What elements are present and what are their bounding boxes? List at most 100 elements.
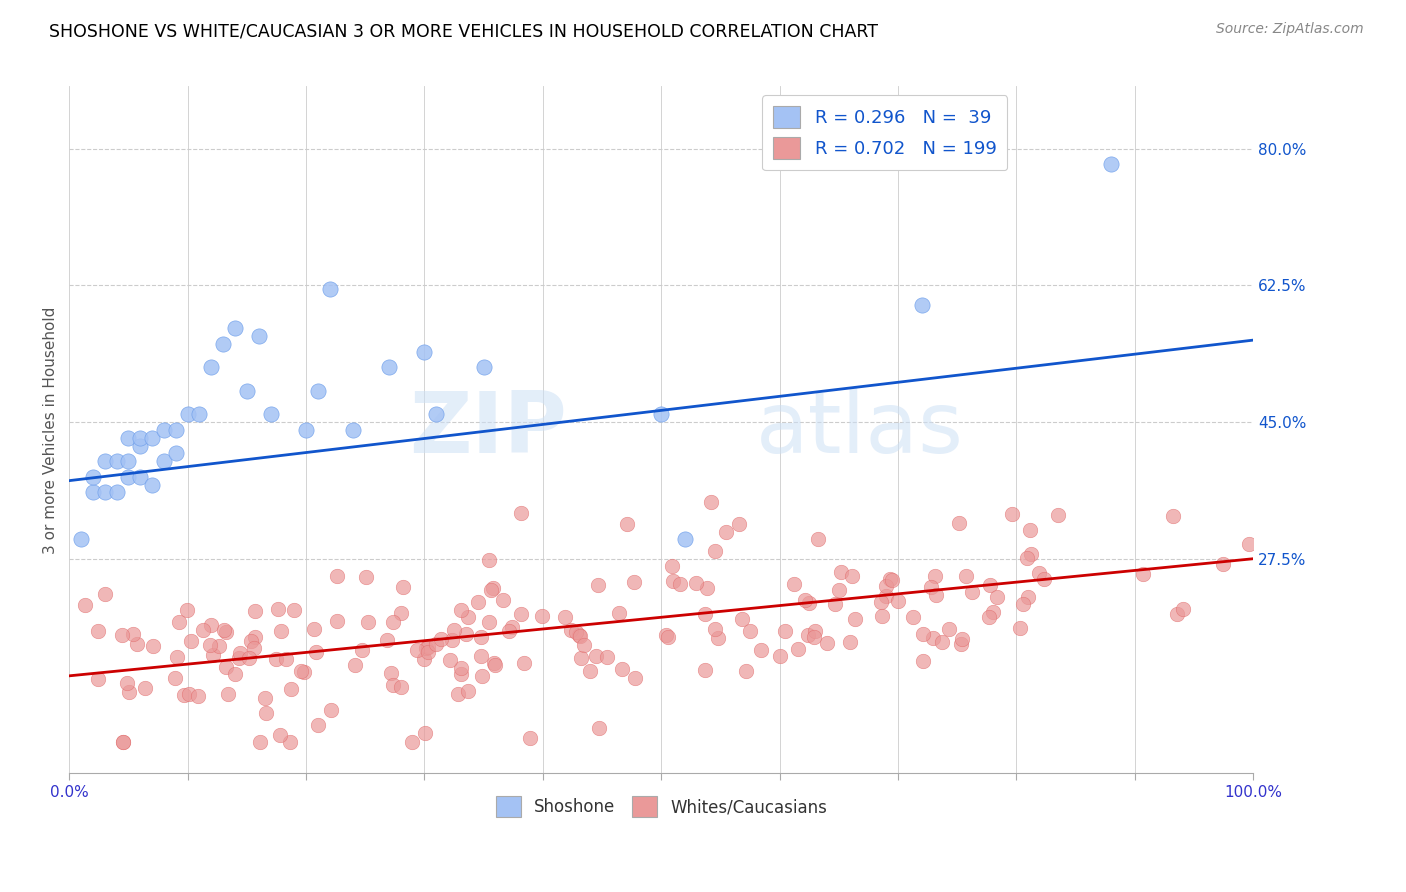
Point <box>797 628 820 642</box>
Point <box>673 532 696 546</box>
Point <box>960 585 983 599</box>
Point <box>212 337 235 351</box>
Point <box>981 605 1004 619</box>
Point <box>948 516 970 530</box>
Point <box>1047 508 1070 523</box>
Point <box>382 615 405 630</box>
Point <box>415 641 437 656</box>
Point <box>439 653 461 667</box>
Point <box>141 431 163 445</box>
Point <box>443 623 465 637</box>
Point <box>87 624 110 639</box>
Point <box>117 469 139 483</box>
Point <box>735 664 758 678</box>
Point <box>413 726 436 740</box>
Point <box>513 656 536 670</box>
Point <box>70 532 93 546</box>
Point <box>142 639 165 653</box>
Point <box>187 689 209 703</box>
Point <box>127 637 149 651</box>
Point <box>579 665 602 679</box>
Point <box>165 423 187 437</box>
Point <box>844 611 866 625</box>
Point <box>305 644 328 658</box>
Point <box>650 407 672 421</box>
Point <box>381 678 404 692</box>
Point <box>176 602 198 616</box>
Point <box>572 638 595 652</box>
Point <box>266 652 288 666</box>
Point <box>1001 507 1024 521</box>
Point <box>841 569 863 583</box>
Point <box>412 652 434 666</box>
Point <box>827 582 849 597</box>
Point <box>728 517 751 532</box>
Point <box>450 661 472 675</box>
Point <box>200 617 222 632</box>
Point <box>714 524 737 539</box>
Legend: Shoshone, Whites/Caucasians: Shoshone, Whites/Caucasians <box>489 789 834 823</box>
Point <box>375 633 398 648</box>
Point <box>588 721 610 735</box>
Point <box>839 635 862 649</box>
Point <box>616 516 638 531</box>
Point <box>413 344 436 359</box>
Point <box>657 630 679 644</box>
Point <box>901 610 924 624</box>
Point <box>249 735 271 749</box>
Point <box>870 595 893 609</box>
Point <box>319 703 342 717</box>
Point <box>392 580 415 594</box>
Point <box>105 485 128 500</box>
Point <box>166 649 188 664</box>
Point <box>454 627 477 641</box>
Point <box>1132 567 1154 582</box>
Point <box>911 298 934 312</box>
Point <box>751 642 773 657</box>
Point <box>920 580 942 594</box>
Point <box>180 634 202 648</box>
Point <box>179 687 201 701</box>
Point <box>111 628 134 642</box>
Point <box>242 641 264 656</box>
Point <box>73 598 96 612</box>
Point <box>450 603 472 617</box>
Point <box>610 662 633 676</box>
Point <box>554 610 576 624</box>
Point <box>1212 557 1234 571</box>
Point <box>117 676 139 690</box>
Point <box>912 626 935 640</box>
Point <box>94 454 117 468</box>
Point <box>478 553 501 567</box>
Point <box>696 582 718 596</box>
Point <box>259 407 281 421</box>
Point <box>274 652 297 666</box>
Point <box>253 690 276 705</box>
Point <box>224 667 246 681</box>
Point <box>430 632 453 647</box>
Point <box>308 718 330 732</box>
Point <box>950 632 973 647</box>
Point <box>568 628 591 642</box>
Point <box>215 624 238 639</box>
Point <box>478 615 501 629</box>
Point <box>870 609 893 624</box>
Point <box>208 639 231 653</box>
Point <box>704 543 727 558</box>
Point <box>118 685 141 699</box>
Point <box>112 735 135 749</box>
Point <box>457 609 479 624</box>
Point <box>498 624 520 638</box>
Point <box>707 631 730 645</box>
Point <box>93 587 115 601</box>
Point <box>803 630 825 644</box>
Point <box>924 569 946 583</box>
Point <box>117 454 139 468</box>
Point <box>949 637 972 651</box>
Point <box>655 628 678 642</box>
Point <box>471 669 494 683</box>
Point <box>1017 590 1039 604</box>
Point <box>141 477 163 491</box>
Point <box>326 614 349 628</box>
Point <box>290 664 312 678</box>
